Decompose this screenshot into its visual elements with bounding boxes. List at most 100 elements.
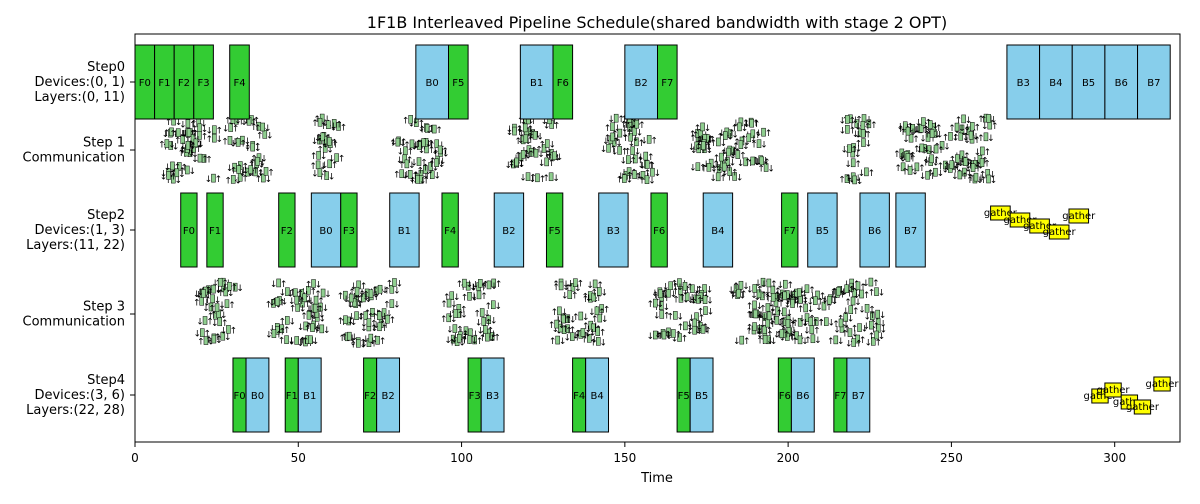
comm-mark xyxy=(919,143,925,153)
comm-arrow: ↓ xyxy=(933,131,941,141)
comm-arrow: ↓ xyxy=(706,146,714,156)
comm-arrow: ↓ xyxy=(572,331,580,341)
comm-arrow: ↑ xyxy=(485,318,493,328)
comm-arrow: ↑ xyxy=(357,301,365,311)
comm-mark xyxy=(361,293,366,303)
comm-arrow: ↓ xyxy=(355,300,363,310)
comm-arrow: ↓ xyxy=(517,136,525,146)
comm-arrow: ↓ xyxy=(541,117,549,127)
comm-mark xyxy=(175,128,181,137)
comm-arrow: ↓ xyxy=(694,143,702,153)
comm-arrow: ↓ xyxy=(653,311,661,321)
comm-arrow: ↑ xyxy=(621,147,629,157)
comm-arrow: ↓ xyxy=(381,313,389,323)
comm-mark xyxy=(759,156,765,166)
comm-cluster: ↑↓↓↑↑↓↓↑↑↓↓↑↑↓↓↑↑↓↓↑↑↓↓↑↑↓↓↑↑↓↓↑↑↓↓↑↑↓↓↑… xyxy=(505,115,563,185)
comm-arrow: ↓ xyxy=(494,302,502,312)
comm-arrow: ↓ xyxy=(243,116,251,126)
comm-arrow: ↓ xyxy=(545,146,553,156)
comm-mark xyxy=(392,278,397,287)
comm-mark xyxy=(491,300,496,310)
comm-arrow: ↑ xyxy=(622,121,630,131)
comm-mark xyxy=(317,168,323,177)
comm-arrow: ↑ xyxy=(249,158,257,168)
task-label: F3 xyxy=(469,391,481,402)
comm-arrow: ↓ xyxy=(536,132,544,142)
comm-arrow: ↓ xyxy=(899,154,907,164)
comm-arrow: ↑ xyxy=(626,172,634,182)
comm-mark xyxy=(271,329,277,338)
comm-arrow: ↓ xyxy=(760,313,768,323)
task-label: B7 xyxy=(1147,78,1160,89)
comm-mark xyxy=(610,122,615,132)
comm-arrow: ↑ xyxy=(901,167,909,177)
comm-arrow: ↑ xyxy=(543,150,551,160)
comm-arrow: ↓ xyxy=(328,173,336,183)
comm-arrow: ↑ xyxy=(456,326,464,336)
comm-arrow: ↑ xyxy=(271,297,279,307)
comm-arrow: ↓ xyxy=(959,156,967,166)
comm-arrow: ↓ xyxy=(862,279,870,289)
comm-arrow: ↓ xyxy=(431,147,439,157)
comm-arrow: ↑ xyxy=(193,298,201,308)
comm-mark xyxy=(409,139,415,149)
comm-arrow: ↑ xyxy=(963,126,971,136)
comm-mark xyxy=(854,119,860,128)
task-label: F4 xyxy=(233,78,245,89)
comm-arrow: ↑ xyxy=(300,312,308,322)
comm-mark xyxy=(169,127,174,137)
comm-arrow: ↓ xyxy=(311,170,319,180)
comm-arrow: ↑ xyxy=(210,311,218,321)
comm-arrow: ↓ xyxy=(743,120,751,130)
comm-arrow: ↑ xyxy=(942,133,950,143)
comm-arrow: ↓ xyxy=(160,169,168,179)
comm-arrow: ↓ xyxy=(854,298,862,308)
comm-mark xyxy=(326,120,331,130)
comm-arrow: ↑ xyxy=(776,293,784,303)
comm-arrow: ↓ xyxy=(310,312,318,322)
comm-arrow: ↑ xyxy=(672,283,680,293)
comm-arrow: ↑ xyxy=(518,159,526,169)
comm-mark xyxy=(310,323,315,332)
comm-arrow: ↓ xyxy=(408,161,416,171)
comm-arrow: ↓ xyxy=(702,160,710,170)
comm-arrow: ↓ xyxy=(602,137,610,147)
x-tick-label: 150 xyxy=(613,451,636,465)
comm-mark xyxy=(632,170,637,179)
comm-arrow: ↑ xyxy=(163,129,171,139)
comm-mark xyxy=(227,136,233,145)
comm-mark xyxy=(437,145,443,155)
comm-arrow: ↓ xyxy=(854,150,862,160)
comm-arrow: ↑ xyxy=(827,337,835,347)
comm-arrow: ↑ xyxy=(296,295,304,305)
comm-arrow: ↓ xyxy=(439,157,447,167)
task-label: F7 xyxy=(661,78,673,89)
comm-mark xyxy=(306,286,311,295)
comm-arrow: ↑ xyxy=(977,115,985,125)
comm-mark xyxy=(949,160,955,169)
comm-arrow: ↑ xyxy=(255,175,263,185)
comm-mark xyxy=(910,124,915,133)
comm-arrow: ↑ xyxy=(158,141,166,151)
comm-arrow: ↑ xyxy=(190,120,198,130)
comm-arrow: ↑ xyxy=(205,336,213,346)
comm-mark xyxy=(211,284,216,294)
comm-arrow: ↓ xyxy=(638,161,646,171)
comm-arrow: ↑ xyxy=(522,154,530,164)
task-label: F5 xyxy=(452,78,464,89)
comm-arrow: ↓ xyxy=(447,311,455,321)
comm-arrow: ↑ xyxy=(743,337,751,347)
comm-mark xyxy=(347,331,352,341)
comm-arrow: ↑ xyxy=(493,333,501,343)
comm-arrow: ↓ xyxy=(858,169,866,179)
comm-arrow: ↑ xyxy=(514,151,522,161)
comm-arrow: ↑ xyxy=(526,125,534,135)
comm-mark xyxy=(512,126,517,136)
comm-arrow: ↑ xyxy=(427,139,435,149)
comm-arrow: ↓ xyxy=(953,162,961,172)
comm-arrow: ↑ xyxy=(495,280,503,290)
comm-arrow: ↑ xyxy=(283,326,291,336)
comm-arrow: ↑ xyxy=(332,141,340,151)
comm-mark xyxy=(644,175,650,184)
comm-cluster: ↑↓↓↑↑↓↓↑↑↓↓↑↑↓↓↑↑↓↓↑↑↓↓↑↑↓↓↑↑↓↓↑↑↓↓↑↑↓↓↑… xyxy=(688,117,775,184)
